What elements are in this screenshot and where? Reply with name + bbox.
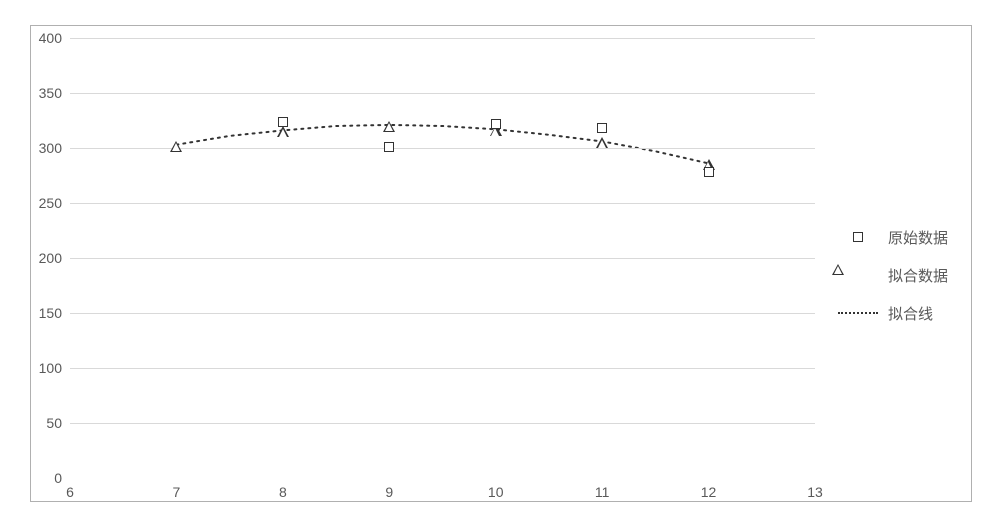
data-point-original bbox=[704, 167, 714, 177]
gridline bbox=[70, 93, 815, 94]
legend-item-original: 原始数据 bbox=[838, 226, 948, 248]
x-tick-label: 8 bbox=[279, 478, 287, 500]
data-point-original bbox=[384, 142, 394, 152]
gridline bbox=[70, 258, 815, 259]
x-tick-label: 11 bbox=[595, 478, 610, 500]
chart-container: 050100150200250300350400678910111213 原始数… bbox=[0, 0, 1000, 525]
y-tick-label: 350 bbox=[39, 85, 70, 101]
legend: 原始数据 拟合数据 拟合线 bbox=[838, 210, 948, 340]
x-tick-label: 9 bbox=[385, 478, 393, 500]
legend-label: 原始数据 bbox=[888, 227, 948, 248]
legend-label: 拟合线 bbox=[888, 303, 933, 324]
y-tick-label: 150 bbox=[39, 305, 70, 321]
x-tick-label: 12 bbox=[701, 478, 717, 500]
legend-item-fitted-line: 拟合线 bbox=[838, 302, 948, 324]
x-tick-label: 6 bbox=[66, 478, 74, 500]
legend-item-fitted: 拟合数据 bbox=[838, 264, 948, 286]
fitted-line bbox=[176, 125, 708, 163]
data-point-original bbox=[278, 117, 288, 127]
triangle-marker-icon bbox=[838, 268, 878, 282]
data-point-original bbox=[491, 119, 501, 129]
y-tick-label: 400 bbox=[39, 30, 70, 46]
gridline bbox=[70, 368, 815, 369]
dotted-line-icon bbox=[838, 306, 878, 320]
gridline bbox=[70, 423, 815, 424]
gridline bbox=[70, 38, 815, 39]
y-tick-label: 250 bbox=[39, 195, 70, 211]
data-point-original bbox=[597, 123, 607, 133]
gridline bbox=[70, 313, 815, 314]
y-tick-label: 50 bbox=[46, 415, 70, 431]
y-tick-label: 100 bbox=[39, 360, 70, 376]
y-tick-label: 300 bbox=[39, 140, 70, 156]
legend-label: 拟合数据 bbox=[888, 265, 948, 286]
x-tick-label: 13 bbox=[807, 478, 823, 500]
plot-area: 050100150200250300350400678910111213 bbox=[70, 38, 815, 478]
square-marker-icon bbox=[838, 230, 878, 244]
gridline bbox=[70, 203, 815, 204]
y-tick-label: 200 bbox=[39, 250, 70, 266]
x-tick-label: 7 bbox=[173, 478, 181, 500]
x-tick-label: 10 bbox=[488, 478, 504, 500]
